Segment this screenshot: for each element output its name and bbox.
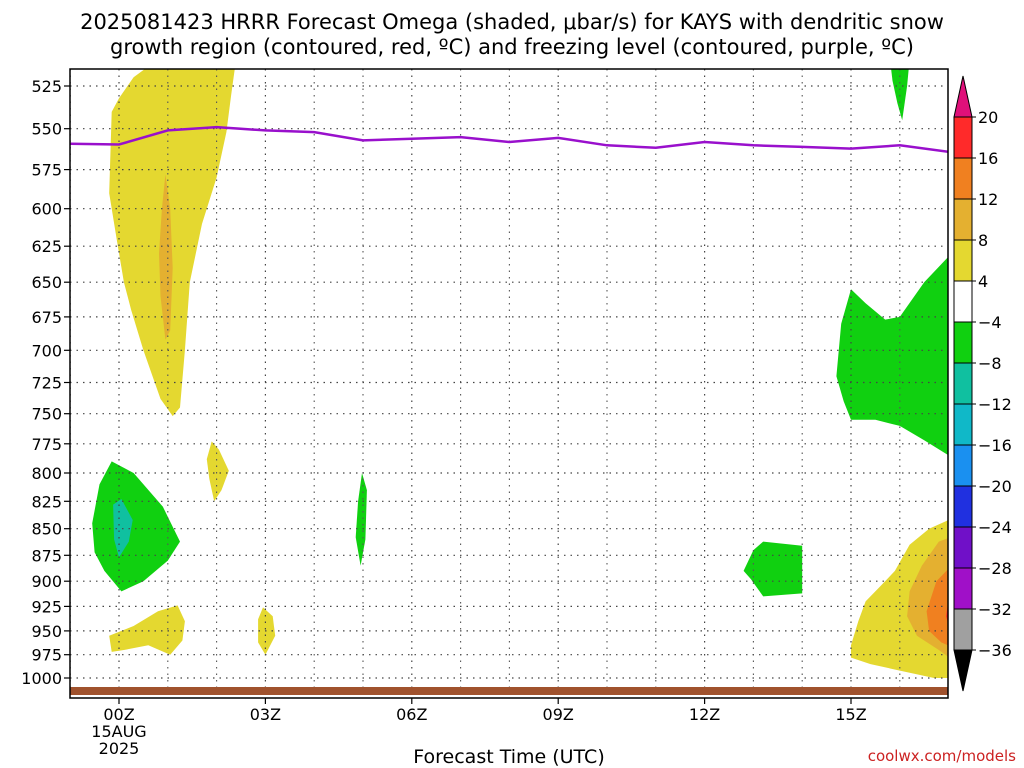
x-tick-date-label: 15AUG	[91, 722, 146, 741]
y-axis: 525 550 575 600 625 650 675 700 725 750 775 800 825 8…	[21, 77, 70, 688]
y-tick-label: 600	[31, 200, 62, 219]
surface-ground-bar	[70, 687, 948, 695]
credit-text: coolwx.com/models	[868, 747, 1016, 765]
omega-region-negative-3	[743, 541, 803, 597]
colorbar-label: 4	[978, 272, 988, 291]
colorbar-label: −32	[978, 600, 1012, 619]
y-tick-label: 550	[31, 120, 62, 139]
omega-region-positive-low-2-orange	[926, 569, 948, 646]
x-tick-label: 06Z	[396, 705, 427, 724]
colorbar-label: 12	[978, 190, 998, 209]
y-tick-label: 725	[31, 374, 62, 393]
y-tick-label: 750	[31, 405, 62, 424]
x-tick-label: 15Z	[835, 705, 866, 724]
y-tick-label: 700	[31, 341, 62, 360]
colorbar-segment	[953, 485, 973, 528]
omega-region-positive-small-1	[206, 441, 229, 502]
y-tick-label: 1000	[21, 669, 62, 688]
colorbar-label: −36	[978, 641, 1012, 660]
colorbar-label: −4	[978, 313, 1002, 332]
x-axis-title: Forecast Time (UTC)	[413, 746, 604, 768]
omega-region-positive-small-2	[258, 607, 276, 655]
colorbar-segment	[953, 157, 973, 200]
plot-frame	[69, 68, 949, 699]
colorbar-segment	[953, 362, 973, 405]
y-tick-label: 525	[31, 77, 62, 96]
colorbar-segment	[953, 239, 973, 282]
omega-region-negative-1	[92, 461, 180, 592]
omega-region-negative-5	[836, 257, 948, 455]
colorbar-segment	[953, 444, 973, 487]
y-tick-label: 975	[31, 646, 62, 665]
y-tick-label: 675	[31, 308, 62, 327]
colorbar-label: −16	[978, 436, 1012, 455]
freezing-level-line	[70, 125, 948, 153]
freezing-level-contour	[70, 125, 948, 153]
omega-region-positive-core	[159, 174, 173, 340]
colorbar-segment	[953, 403, 973, 446]
chart-title-line-1: 2025081423 HRRR Forecast Omega (shaded, …	[80, 10, 944, 34]
colorbar-segment	[953, 526, 973, 569]
plot-area: 525 550 575 600 625 650 675 700 725 750 775 800 825 8…	[21, 68, 949, 758]
y-tick-label: 900	[31, 572, 62, 591]
colorbar-segment	[953, 608, 973, 651]
y-tick-label: 625	[31, 237, 62, 256]
y-tick-label: 850	[31, 520, 62, 539]
x-tick-label: 09Z	[543, 705, 574, 724]
colorbar-label: −12	[978, 395, 1012, 414]
colorbar: 20 16 12 8 4 −4 −8 −12 −16 −20 −24 −28 −32 −36	[953, 75, 1012, 692]
omega-shading	[92, 69, 948, 678]
colorbar-segment	[953, 321, 973, 364]
chart-title-line-2: growth region (contoured, red, ºC) and f…	[110, 35, 914, 59]
colorbar-label: −28	[978, 559, 1012, 578]
y-tick-label: 575	[31, 161, 62, 180]
y-tick-label: 950	[31, 622, 62, 641]
y-tick-label: 825	[31, 492, 62, 511]
colorbar-label: −20	[978, 477, 1012, 496]
x-tick-label: 03Z	[250, 705, 281, 724]
omega-region-positive-plume	[109, 69, 235, 417]
x-tick-year-label: 2025	[99, 739, 140, 758]
omega-region-negative-2	[355, 473, 367, 566]
y-tick-label: 775	[31, 435, 62, 454]
colorbar-bottom-cap	[953, 649, 973, 692]
y-tick-label: 875	[31, 546, 62, 565]
y-tick-label: 650	[31, 273, 62, 292]
colorbar-top-cap	[953, 75, 973, 118]
y-tick-label: 800	[31, 464, 62, 483]
colorbar-segment	[953, 198, 973, 241]
colorbar-label: −8	[978, 354, 1002, 373]
colorbar-segment	[953, 116, 973, 159]
colorbar-segment	[953, 280, 973, 323]
colorbar-label: 16	[978, 149, 998, 168]
colorbar-segment	[953, 567, 973, 610]
omega-region-positive-low-1	[109, 605, 185, 655]
x-tick-label: 00Z	[103, 705, 134, 724]
omega-region-negative-4	[891, 69, 909, 121]
colorbar-label: 8	[978, 231, 988, 250]
colorbar-label: −24	[978, 518, 1012, 537]
x-tick-label: 12Z	[689, 705, 720, 724]
y-tick-label: 925	[31, 597, 62, 616]
colorbar-label: 20	[978, 108, 998, 127]
